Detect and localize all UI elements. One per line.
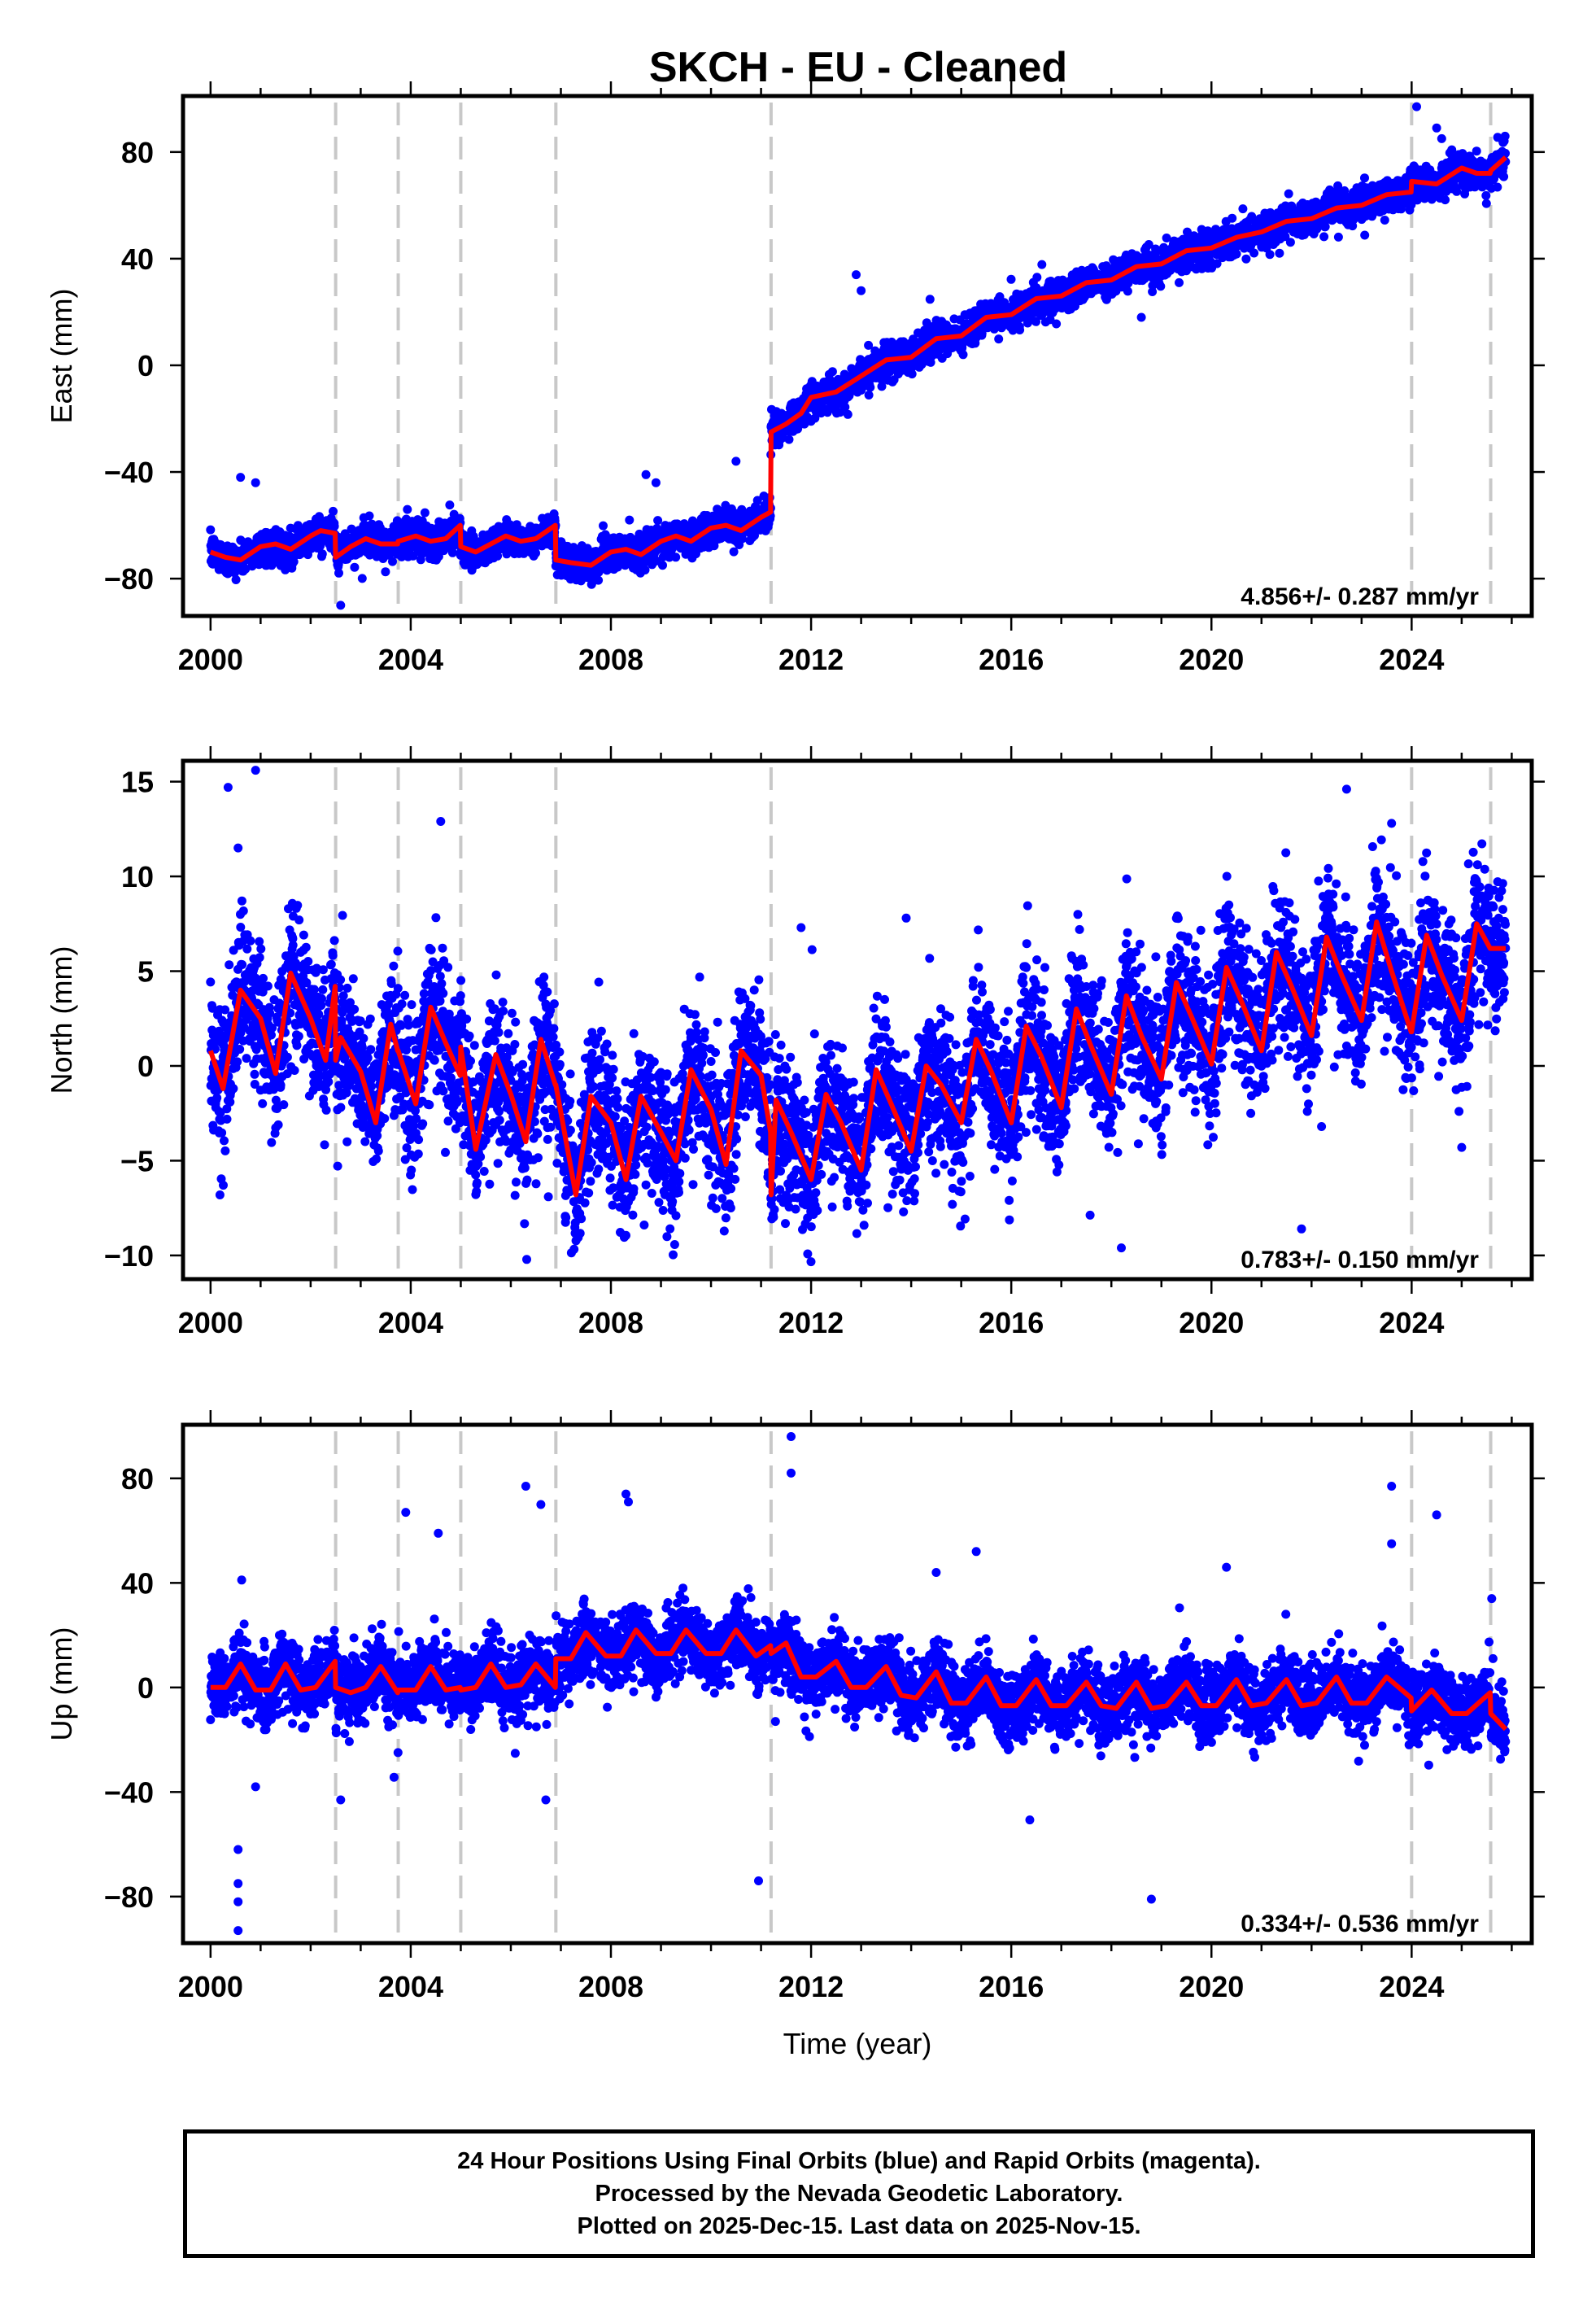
- data-point: [1238, 204, 1248, 214]
- data-point: [1284, 189, 1293, 199]
- data-point: [493, 551, 503, 561]
- data-point: [958, 350, 968, 360]
- data-point: [1275, 248, 1284, 258]
- plot-area: [206, 102, 1511, 616]
- data-point: [625, 515, 634, 525]
- data-point: [994, 334, 1004, 344]
- data-point: [236, 535, 246, 545]
- data-point: [1156, 282, 1166, 291]
- data-point: [392, 516, 402, 526]
- data-point: [1015, 325, 1025, 334]
- data-point: [1285, 238, 1295, 247]
- data-point: [381, 567, 390, 577]
- data-point: [1228, 213, 1237, 223]
- data-point: [671, 552, 681, 562]
- data-point: [420, 508, 430, 518]
- data-point: [925, 295, 935, 304]
- data-point: [594, 567, 604, 577]
- data-point: [784, 435, 794, 444]
- data-point: [658, 561, 667, 570]
- data-point: [403, 504, 412, 514]
- data-point: [843, 409, 853, 419]
- east-panel: 2000 2004 2008 2012 2016 2020 2024−80−4004080E…: [45, 81, 1545, 676]
- data-point: [206, 525, 216, 535]
- data-point: [866, 382, 875, 392]
- data-point: [357, 574, 367, 583]
- data-point: [334, 568, 343, 578]
- data-point: [445, 500, 455, 510]
- data-point: [594, 575, 604, 585]
- figure-title: SKCH - EU - Cleaned: [649, 44, 1067, 91]
- data-point: [864, 391, 874, 400]
- data-point: [1175, 277, 1184, 287]
- data-point: [1052, 319, 1062, 329]
- data-point: [1123, 286, 1132, 296]
- data-point: [350, 562, 360, 572]
- data-point: [1265, 250, 1275, 260]
- data-point: [241, 564, 251, 574]
- data-point: [317, 549, 327, 559]
- data-point: [827, 367, 837, 377]
- data-point: [531, 548, 540, 558]
- data-point: [1241, 254, 1251, 264]
- data-point: [1006, 274, 1016, 284]
- data-point: [364, 511, 374, 521]
- data-point: [653, 516, 663, 526]
- data-point: [347, 524, 356, 534]
- data-point: [1032, 273, 1042, 282]
- data-point: [640, 566, 650, 574]
- data-point: [599, 521, 608, 531]
- data-point: [231, 575, 241, 584]
- data-point: [447, 548, 457, 557]
- data-point: [329, 506, 338, 516]
- final-orbit-points: [206, 102, 1511, 610]
- data-point: [388, 557, 397, 566]
- data-point: [1249, 248, 1259, 258]
- data-point: [505, 520, 515, 530]
- data-point: [434, 552, 443, 561]
- data-point: [1232, 249, 1241, 259]
- data-point: [329, 522, 339, 531]
- data-point: [1037, 260, 1047, 269]
